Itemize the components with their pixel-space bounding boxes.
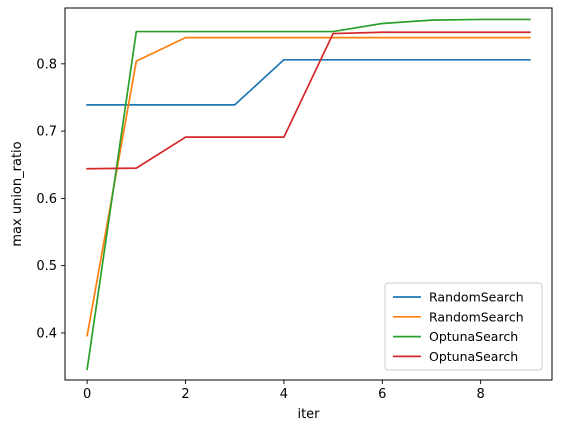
y-tick-label: 0.4 — [36, 326, 57, 341]
ticks-layer: 0 2 4 6 8 0.4 0.5 0.6 0.7 0.8 — [36, 57, 484, 402]
y-tick-label: 0.7 — [36, 125, 57, 140]
series-line-3 — [86, 18, 531, 371]
legend-label: RandomSearch — [429, 309, 524, 324]
series-layer — [86, 18, 531, 371]
legend-label: OptunaSearch — [429, 329, 518, 344]
y-tick-label: 0.8 — [36, 57, 57, 72]
x-axis-label: iter — [297, 407, 320, 422]
legend-box — [384, 282, 543, 371]
x-tick-label: 8 — [477, 387, 485, 402]
series-line-2 — [86, 36, 531, 337]
y-tick-label: 0.6 — [36, 192, 57, 207]
x-tick-label: 4 — [280, 387, 288, 402]
y-tick-label: 0.5 — [36, 259, 57, 274]
axes-frame — [64, 7, 553, 381]
legend: RandomSearch RandomSearch OptunaSearch Optu… — [384, 282, 543, 371]
x-tick-label: 2 — [181, 387, 189, 402]
series-line-4 — [86, 31, 531, 170]
x-tick-label: 6 — [378, 387, 386, 402]
series-line-1 — [86, 58, 531, 106]
x-tick-label: 0 — [83, 387, 91, 402]
legend-label: RandomSearch — [429, 290, 524, 305]
legend-label: OptunaSearch — [429, 349, 518, 364]
y-axis-label: max union_ratio — [10, 141, 25, 246]
